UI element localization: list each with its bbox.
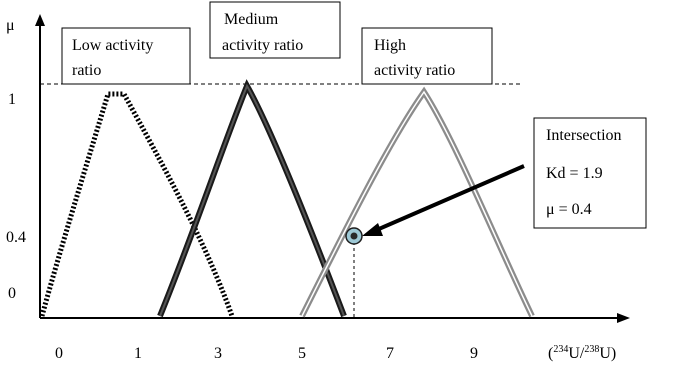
high-activity-label-border (361, 27, 493, 85)
low-activity-label-line-1: Low activity (72, 37, 153, 54)
high-activity-label-line-1: High (374, 37, 406, 54)
y-tick-label-1: 1 (8, 91, 16, 108)
intersection-annotation-title: Intersection (546, 127, 622, 144)
y-axis-label: μ (6, 17, 15, 34)
intersection-marker (345, 227, 363, 245)
medium-activity-label-line-2: activity ratio (222, 37, 303, 54)
high-membership-curve-inner (301, 90, 533, 317)
intersection-arrow-shaft (371, 164, 525, 234)
high-activity-label-box: High activity ratio (361, 27, 493, 85)
intersection-kd-value: Kd = 1.9 (546, 165, 603, 182)
low-activity-label-line-2: ratio (72, 62, 101, 79)
axes (35, 14, 630, 323)
x-tick-label-9: 9 (470, 345, 478, 362)
high-activity-label-line-2: activity ratio (374, 62, 455, 79)
x-tick-label-5: 5 (298, 345, 306, 362)
x-tick-label-0: 0 (55, 345, 63, 362)
medium-activity-label-box: Medium activity ratio (209, 1, 341, 59)
x-tick-label-1: 1 (134, 345, 142, 362)
y-tick-label-0.4: 0.4 (6, 229, 26, 246)
medium-membership-curve-inner (159, 83, 345, 317)
intersection-annotation-border (533, 117, 647, 229)
intersection-arrow-head (362, 223, 383, 236)
medium-activity-label-border (209, 1, 341, 59)
high-membership-curve-outer (299, 86, 535, 318)
x-axis-unit-label: (234U/238U) (548, 344, 616, 362)
intersection-annotation-box: Intersection Kd = 1.9 μ = 0.4 (533, 117, 647, 229)
low-activity-label-box: Low activity ratio (61, 27, 191, 85)
y-axis-arrow (35, 14, 45, 26)
intersection-mu-value: μ = 0.4 (546, 201, 592, 218)
x-tick-label-7: 7 (386, 345, 394, 362)
x-axis-arrow (617, 313, 630, 323)
y-tick-label-0: 0 (8, 285, 16, 302)
x-tick-label-3: 3 (214, 345, 222, 362)
low-activity-label-border (61, 27, 191, 85)
medium-activity-label-line-1: Medium (224, 11, 279, 28)
intersection-marker-inner (350, 232, 358, 240)
